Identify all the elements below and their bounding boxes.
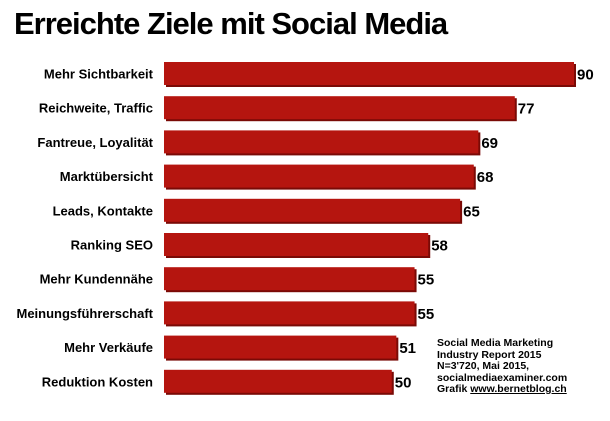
bar (164, 369, 392, 393)
category-label: Ranking SEO (71, 238, 153, 253)
source-credit: Grafik www.bernetblog.ch (437, 383, 567, 396)
value-label: 69 (481, 135, 498, 152)
category-label: Mehr Verkäufe (64, 340, 153, 355)
chart-title: Erreichte Ziele mit Social Media (14, 6, 448, 41)
value-label: 90 (577, 67, 594, 84)
bar (164, 301, 415, 325)
category-label: Mehr Kundennähe (40, 272, 153, 287)
value-label: 65 (463, 203, 480, 220)
category-label: Reduktion Kosten (42, 374, 153, 389)
source-line: Industry Report 2015 (437, 348, 542, 361)
bar (164, 233, 429, 256)
category-label: Marktübersicht (60, 169, 154, 184)
value-label: 50 (395, 374, 412, 391)
bar (164, 130, 479, 154)
value-label: 55 (418, 272, 435, 289)
bar (164, 267, 415, 291)
source-note: Social Media Marketing Industry Report 2… (437, 337, 568, 396)
bar (164, 164, 474, 188)
value-label: 68 (477, 169, 494, 186)
category-label: Leads, Kontakte (53, 203, 153, 218)
value-label: 58 (431, 238, 448, 255)
category-label: Mehr Sichtbarkeit (44, 67, 154, 82)
source-line: N=3'720, Mai 2015, (437, 360, 530, 372)
source-line: Social Media Marketing (437, 337, 554, 349)
value-label: 77 (518, 101, 535, 118)
value-label: 55 (418, 306, 435, 323)
category-label: Reichweite, Traffic (39, 101, 153, 116)
category-label: Fantreue, Loyalität (37, 135, 153, 150)
blog-link[interactable]: www.bernetblog.ch (470, 383, 567, 395)
source-line: socialmediaexaminer.com (437, 371, 568, 384)
bar (164, 198, 461, 222)
value-label: 51 (399, 340, 416, 357)
bar (164, 335, 397, 359)
credit-prefix: Grafik (437, 383, 471, 395)
category-label: Meinungsführerschaft (16, 306, 153, 321)
bar (164, 62, 574, 85)
bar (164, 96, 515, 120)
